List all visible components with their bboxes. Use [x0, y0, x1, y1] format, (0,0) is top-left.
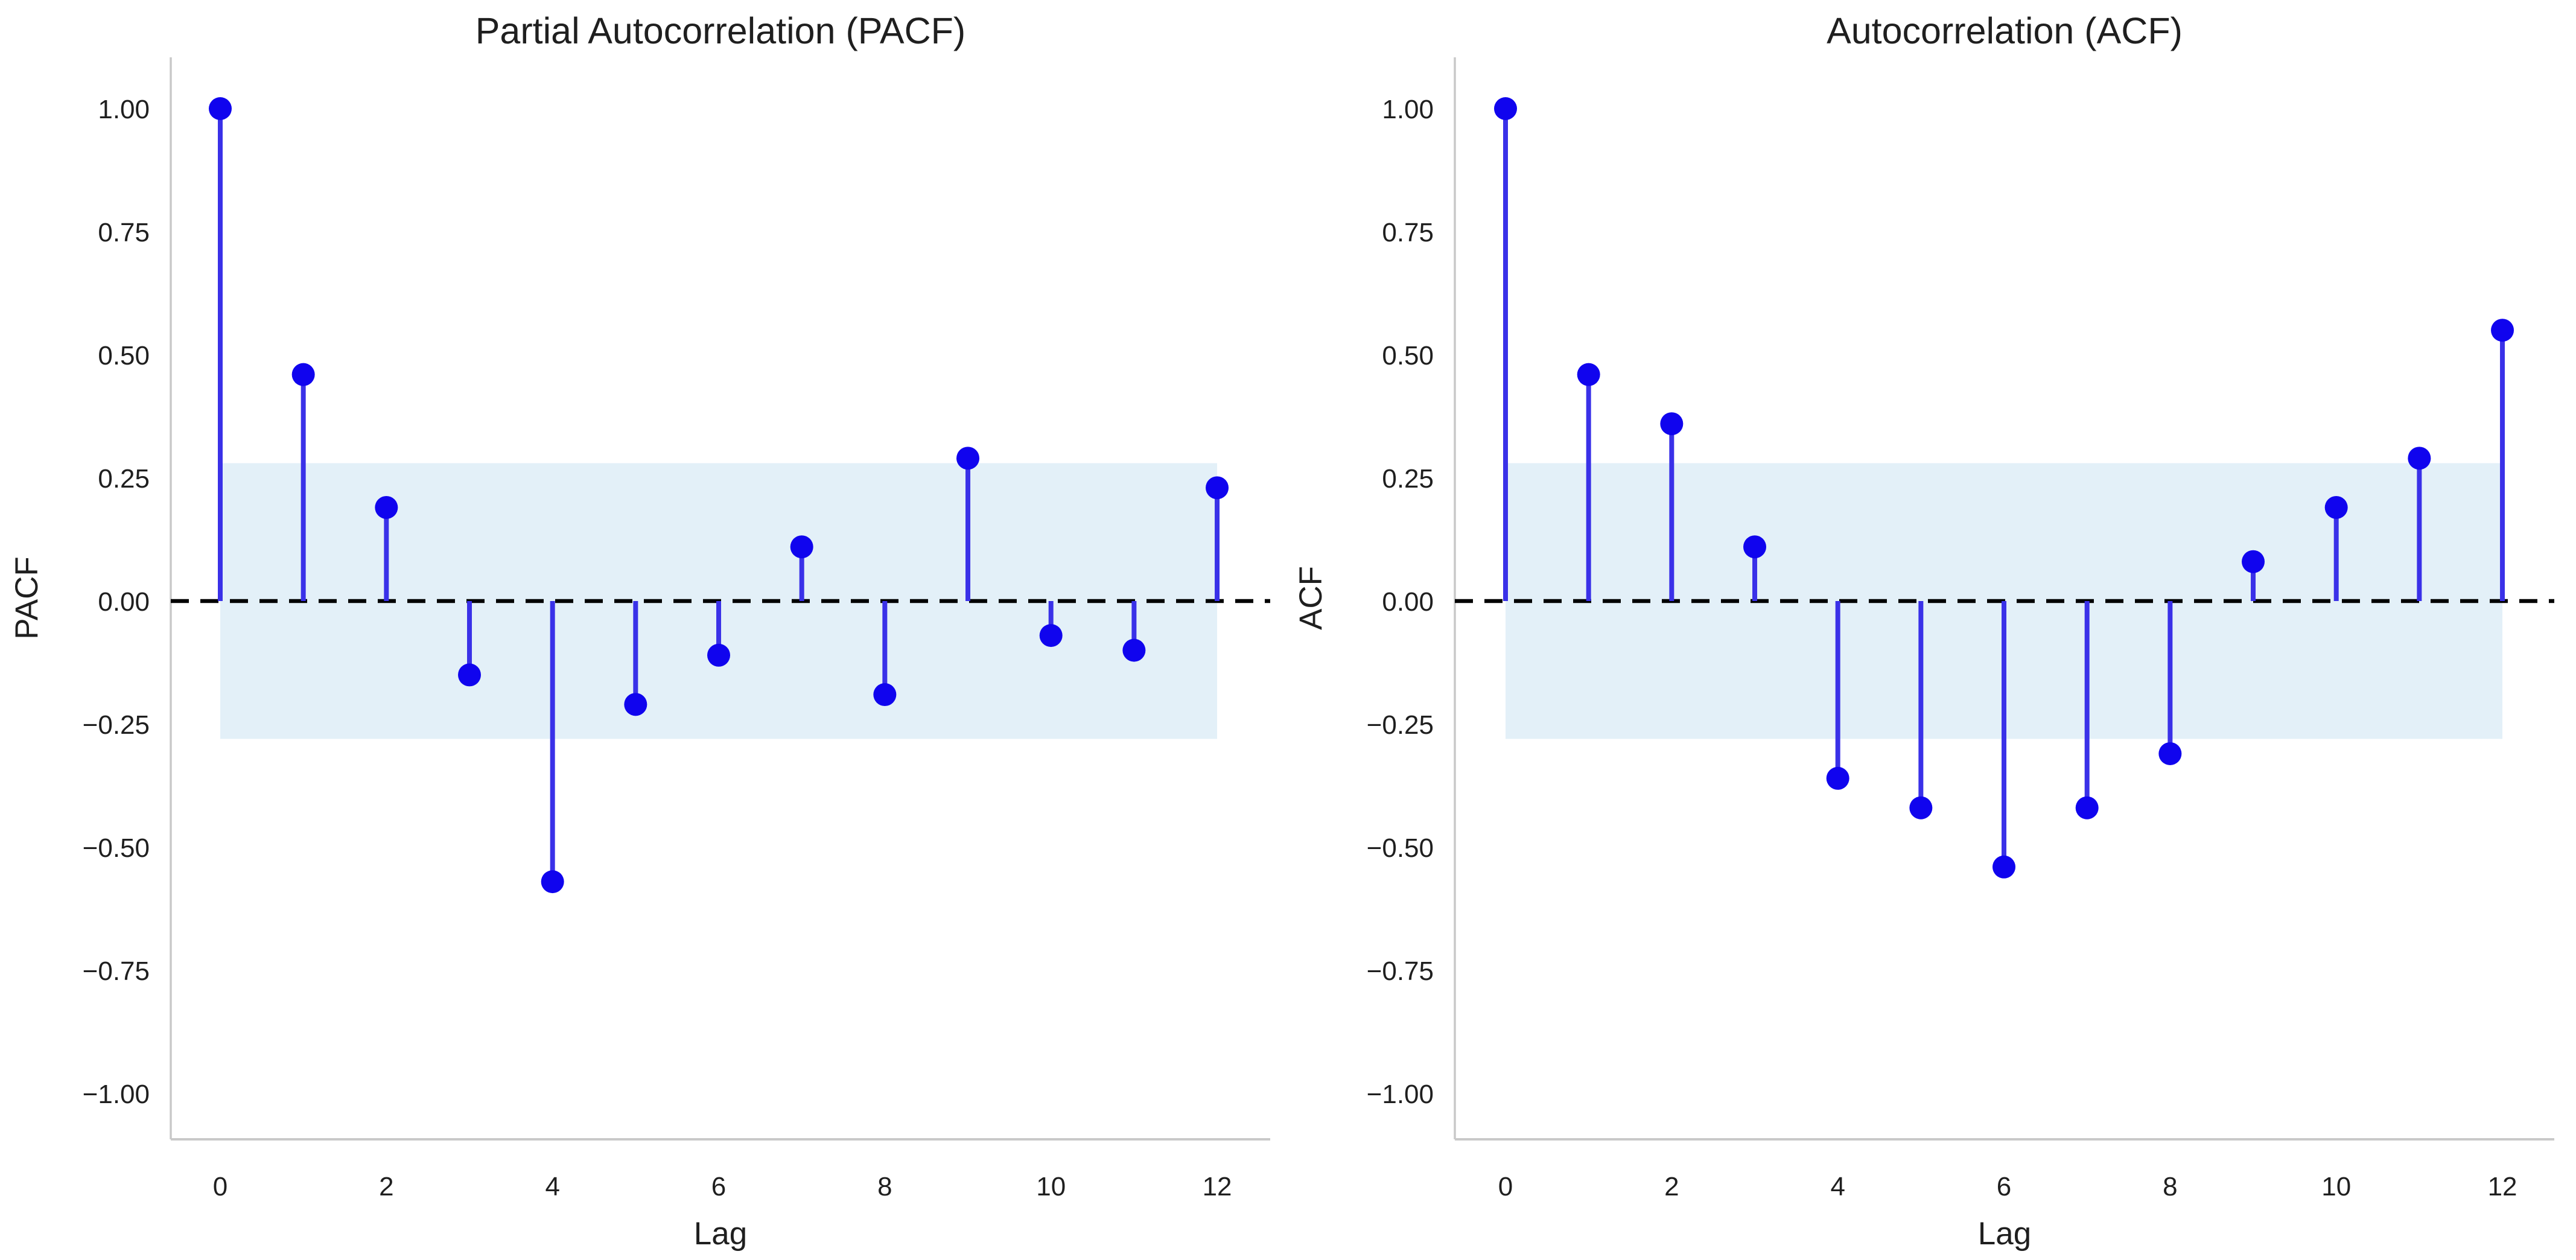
marker: [624, 693, 647, 716]
y-tick-label: 1.00: [98, 95, 150, 124]
acf-x-axis-label: Lag: [1978, 1216, 2031, 1252]
marker: [956, 447, 980, 470]
marker: [2158, 742, 2182, 765]
marker: [291, 363, 315, 386]
pacf-y-axis-label: PACF: [9, 556, 45, 639]
markers: [209, 97, 1229, 894]
pacf-x-axis-label: Lag: [694, 1216, 747, 1252]
y-tick-label: −0.50: [83, 833, 150, 863]
marker: [1660, 412, 1684, 436]
x-tick-label: 2: [379, 1172, 393, 1201]
acf-title: Autocorrelation (ACF): [1827, 10, 2183, 51]
y-tick-label: 0.25: [1382, 464, 1434, 494]
y-tick-label: −1.00: [1367, 1080, 1434, 1109]
marker: [1122, 638, 1146, 662]
marker: [707, 643, 731, 667]
acf-y-axis-label: ACF: [1293, 566, 1329, 630]
y-tick-label: −0.50: [1367, 833, 1434, 863]
marker: [458, 663, 482, 687]
marker: [1743, 535, 1767, 559]
x-tick-label: 8: [877, 1172, 892, 1201]
marker: [1577, 363, 1600, 386]
x-tick-label: 4: [545, 1172, 559, 1201]
pacf-plot: 1.00 0.75 0.50 0.25 0.00 −0.25 −0.50 −0.75 −1.00…: [9, 10, 1270, 1252]
marker: [2075, 796, 2099, 819]
y-tick-label: 0.50: [1382, 341, 1434, 371]
marker: [375, 495, 398, 519]
y-tick-labels: 1.00 0.75 0.50 0.25 0.00 −0.25 −0.50 −0.75 −1.00: [83, 95, 150, 1109]
marker: [1909, 796, 1933, 819]
marker: [1206, 476, 1229, 500]
marker: [2242, 550, 2265, 573]
x-tick-label: 0: [1498, 1172, 1513, 1201]
x-tick-label: 10: [1036, 1172, 1066, 1201]
x-tick-label: 4: [1830, 1172, 1845, 1201]
axis-spines: [1454, 57, 2554, 1141]
x-tick-labels: 0 2 4 6 8 10 12: [213, 1172, 1232, 1201]
acf-plot: 1.00 0.75 0.50 0.25 0.00 −0.25 −0.50 −0.75 −1.00…: [1293, 10, 2554, 1252]
marker: [1039, 624, 1063, 648]
y-tick-label: −1.00: [83, 1080, 150, 1109]
y-tick-label: −0.25: [83, 710, 150, 740]
y-tick-label: 0.00: [1382, 587, 1434, 617]
y-tick-label: 0.75: [1382, 218, 1434, 247]
markers: [1494, 97, 2514, 879]
marker: [1992, 855, 2016, 879]
x-tick-labels: 0 2 4 6 8 10 12: [1498, 1172, 2517, 1201]
marker: [2491, 319, 2514, 342]
marker: [2408, 447, 2431, 470]
x-tick-label: 2: [1664, 1172, 1679, 1201]
marker: [209, 97, 232, 120]
y-tick-labels: 1.00 0.75 0.50 0.25 0.00 −0.25 −0.50 −0.75 −1.00: [1367, 95, 1434, 1109]
y-tick-label: −0.75: [1367, 956, 1434, 986]
marker: [790, 535, 813, 559]
pacf-title: Partial Autocorrelation (PACF): [475, 10, 966, 51]
y-tick-label: 0.75: [98, 218, 150, 247]
x-tick-label: 6: [1997, 1172, 2011, 1201]
y-tick-label: 0.50: [98, 341, 150, 371]
x-tick-label: 12: [2488, 1172, 2517, 1201]
x-tick-label: 8: [2163, 1172, 2177, 1201]
stems: [1503, 109, 2505, 867]
x-tick-label: 10: [2321, 1172, 2351, 1201]
marker: [2324, 495, 2348, 519]
y-tick-label: 1.00: [1382, 95, 1434, 124]
marker: [1494, 97, 1517, 120]
x-tick-label: 0: [213, 1172, 227, 1201]
x-tick-label: 6: [711, 1172, 726, 1201]
marker: [873, 683, 897, 707]
y-tick-label: −0.75: [83, 956, 150, 986]
y-tick-label: 0.25: [98, 464, 150, 494]
y-tick-label: −0.25: [1367, 710, 1434, 740]
marker: [541, 870, 564, 894]
axis-spines: [170, 57, 1270, 1141]
y-tick-label: 0.00: [98, 587, 150, 617]
x-tick-label: 12: [1203, 1172, 1232, 1201]
marker: [1826, 766, 1849, 790]
